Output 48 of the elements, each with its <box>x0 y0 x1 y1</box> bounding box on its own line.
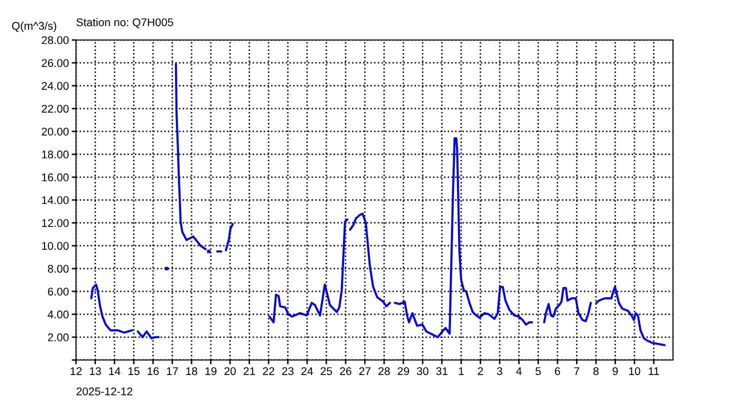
text: 2025-12-12 <box>76 387 132 396</box>
y-tick-label: 20.00 <box>42 128 69 136</box>
x-tick-label: 21 <box>244 367 255 375</box>
y-tick-label: 2.00 <box>48 333 69 342</box>
x-tick-label: 2 <box>478 367 483 375</box>
y-tick-label: 8.00 <box>48 264 69 273</box>
x-tick-label: 12 <box>70 367 82 375</box>
y-tick-label: 24.00 <box>42 82 69 90</box>
x-tick-label: 20 <box>224 367 236 376</box>
y-tick-label: 14.00 <box>42 196 69 204</box>
y-tick-label: 12.00 <box>42 219 69 227</box>
x-tick-label: 10 <box>629 367 640 376</box>
y-tick-label: 28.00 <box>42 36 69 44</box>
x-tick-label: 1 <box>458 367 464 375</box>
x-tick-label: 29 <box>398 367 410 376</box>
x-tick-label: 26 <box>340 367 352 376</box>
x-tick-label: 19 <box>205 367 216 376</box>
x-tick-label: 23 <box>282 367 294 376</box>
x-tick-label: 22 <box>262 367 274 375</box>
x-tick-label: 15 <box>128 367 140 376</box>
x-tick-label: 28 <box>378 367 390 376</box>
x-tick-label: 25 <box>320 367 332 376</box>
y-tick-label: 16.00 <box>42 173 69 182</box>
x-tick-label: 13 <box>90 367 101 376</box>
chart-title: Station no: Q7H005 <box>76 18 174 28</box>
y-axis-title: Q(m^3/s) <box>12 22 56 32</box>
y-tick-label: 6.00 <box>48 288 69 296</box>
x-tick-label: 31 <box>436 367 448 376</box>
x-tick-label: 7 <box>574 367 580 375</box>
x-tick-label: 14 <box>109 367 120 375</box>
x-tick-label: 9 <box>612 367 618 376</box>
y-tick-label: 18.00 <box>42 150 69 158</box>
x-tick-label: 11 <box>648 367 659 375</box>
y-tick-label: 4.00 <box>48 310 69 318</box>
y-tick-label: 10.00 <box>42 242 69 250</box>
y-tick-label: 22.00 <box>42 104 69 113</box>
x-tick-label: 24 <box>301 367 313 375</box>
x-tick-label: 3 <box>497 367 502 376</box>
x-tick-label: 17 <box>166 367 178 375</box>
x-tick-label: 8 <box>593 367 599 376</box>
x-tick-label: 6 <box>554 367 560 376</box>
x-tick-label: 30 <box>416 367 428 376</box>
y-tick-label: 26.00 <box>42 59 69 67</box>
x-tick-label: 4 <box>516 367 522 375</box>
x-tick-label: 16 <box>148 367 159 376</box>
x-tick-label: 5 <box>536 367 541 376</box>
x-tick-label: 18 <box>186 367 198 376</box>
x-tick-label: 27 <box>359 367 370 375</box>
